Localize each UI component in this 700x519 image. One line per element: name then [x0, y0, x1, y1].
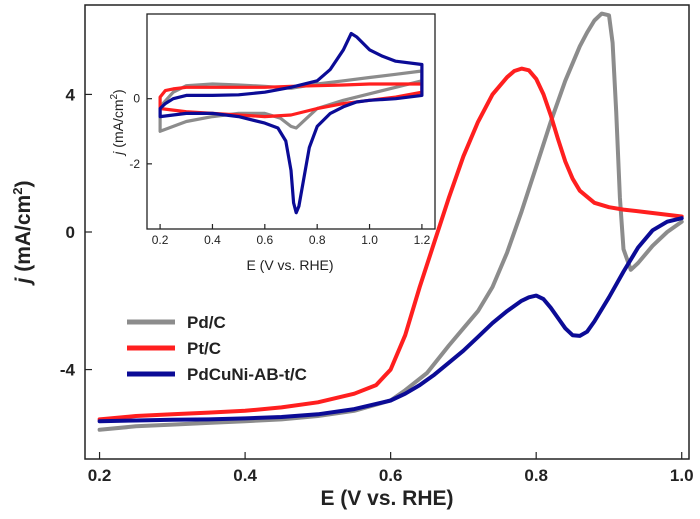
main-y-axis-label-superscript: 2	[10, 188, 25, 195]
main-y-tick-label: 4	[66, 85, 76, 104]
main-x-tick-label: 0.4	[233, 466, 257, 485]
main-x-tick-label: 1.0	[670, 466, 694, 485]
inset-y-axis-label: j (mA/cm2)	[109, 89, 126, 156]
inset-plot-frame	[146, 13, 436, 230]
inset-y-tick-label: -2	[129, 157, 140, 171]
legend-label-pt-c: Pt/C	[187, 339, 221, 358]
main-series-pt-c	[97, 66, 684, 422]
inset-plot: 0.2 0.4 0.6 0.8 1.0 1.2 -2 0 E (V vs. RHE) j (m…	[109, 13, 436, 273]
inset-x-tick-label: 0.6	[256, 233, 273, 247]
inset-y-axis-label-close: )	[110, 89, 126, 94]
legend-label-pdcuni: PdCuNi-AB-t/C	[187, 365, 307, 384]
inset-x-tick-label: 1.0	[361, 233, 378, 247]
inset-series-pdcuni-ab-t-c	[158, 31, 424, 215]
main-x-tick-label: 0.8	[524, 466, 548, 485]
legend: Pd/C Pt/C PdCuNi-AB-t/C	[127, 313, 307, 384]
main-x-tick-label: 0.2	[88, 466, 112, 485]
main-tick-group: 0.2 0.4 0.6 0.8 1.0 -4 0 4	[60, 85, 694, 485]
inset-x-axis-label: E (V vs. RHE)	[246, 257, 333, 273]
legend-label-pd-c: Pd/C	[187, 313, 226, 332]
main-y-tick-label: 0	[66, 223, 75, 242]
inset-x-tick-label: 0.4	[204, 233, 221, 247]
main-series-pd-c	[97, 11, 684, 432]
main-y-axis-label-unit: (mA/cm	[12, 195, 35, 278]
inset-y-axis-label-superscript: 2	[109, 94, 120, 100]
inset-y-axis-label-unit: (mA/cm	[110, 100, 126, 152]
inset-series-group	[158, 31, 424, 215]
main-plot: 0.2 0.4 0.6 0.8 1.0 -4 0 4 E (V vs. RHE) j (mA/…	[10, 4, 694, 510]
main-x-axis-label: E (V vs. RHE)	[320, 487, 453, 510]
main-series-group	[97, 11, 684, 432]
inset-y-axis-label-symbol: j	[110, 151, 126, 157]
inset-x-tick-label: 1.2	[414, 233, 431, 247]
main-y-tick-label: -4	[60, 361, 76, 380]
main-y-axis-label-close: )	[12, 181, 35, 188]
main-x-tick-label: 0.6	[379, 466, 403, 485]
main-y-axis-label: j (mA/cm2)	[10, 181, 35, 287]
inset-tick-group: 0.2 0.4 0.6 0.8 1.0 1.2 -2 0	[129, 92, 430, 247]
inset-x-tick-label: 0.8	[309, 233, 326, 247]
main-series-pdcuni-ab-t-c	[97, 216, 684, 424]
main-y-axis-label-symbol: j	[12, 276, 35, 286]
inset-x-tick-label: 0.2	[152, 233, 169, 247]
inset-y-tick-label: 0	[133, 92, 140, 106]
